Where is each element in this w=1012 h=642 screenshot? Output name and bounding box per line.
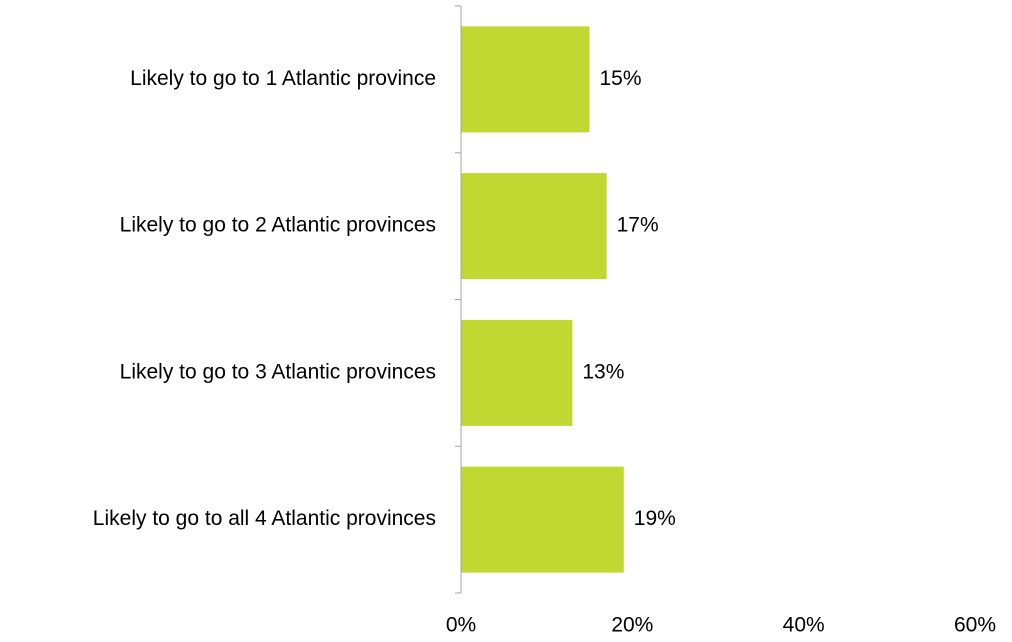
bar-3: [461, 319, 573, 426]
category-label-1: Likely to go to 1 Atlantic province: [130, 67, 436, 90]
x-tick-label-40: 40%: [783, 614, 825, 637]
x-tick-labels: 0% 20% 40% 60%: [446, 614, 996, 637]
data-label-2: 17%: [617, 214, 659, 237]
bar-2: [461, 173, 607, 280]
axes-group: [455, 5, 462, 594]
bars-group: [461, 26, 624, 573]
category-labels: Likely to go to 1 Atlantic province Likel…: [93, 67, 436, 530]
category-label-4: Likely to go to all 4 Atlantic provinces: [93, 507, 436, 530]
data-label-1: 15%: [600, 67, 642, 90]
x-tick-label-0: 0%: [446, 614, 476, 637]
data-label-4: 19%: [634, 507, 676, 530]
bar-4: [461, 466, 624, 573]
x-tick-label-60: 60%: [954, 614, 996, 637]
x-tick-label-20: 20%: [611, 614, 653, 637]
data-labels: 15% 17% 13% 19%: [582, 67, 675, 530]
bar-1: [461, 26, 590, 133]
category-label-2: Likely to go to 2 Atlantic provinces: [120, 214, 436, 237]
data-label-3: 13%: [582, 360, 624, 383]
category-label-3: Likely to go to 3 Atlantic provinces: [120, 360, 436, 383]
